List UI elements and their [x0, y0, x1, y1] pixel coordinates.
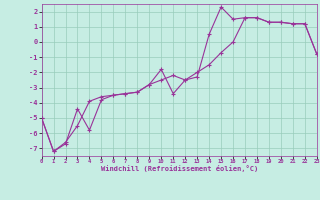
X-axis label: Windchill (Refroidissement éolien,°C): Windchill (Refroidissement éolien,°C) — [100, 165, 258, 172]
